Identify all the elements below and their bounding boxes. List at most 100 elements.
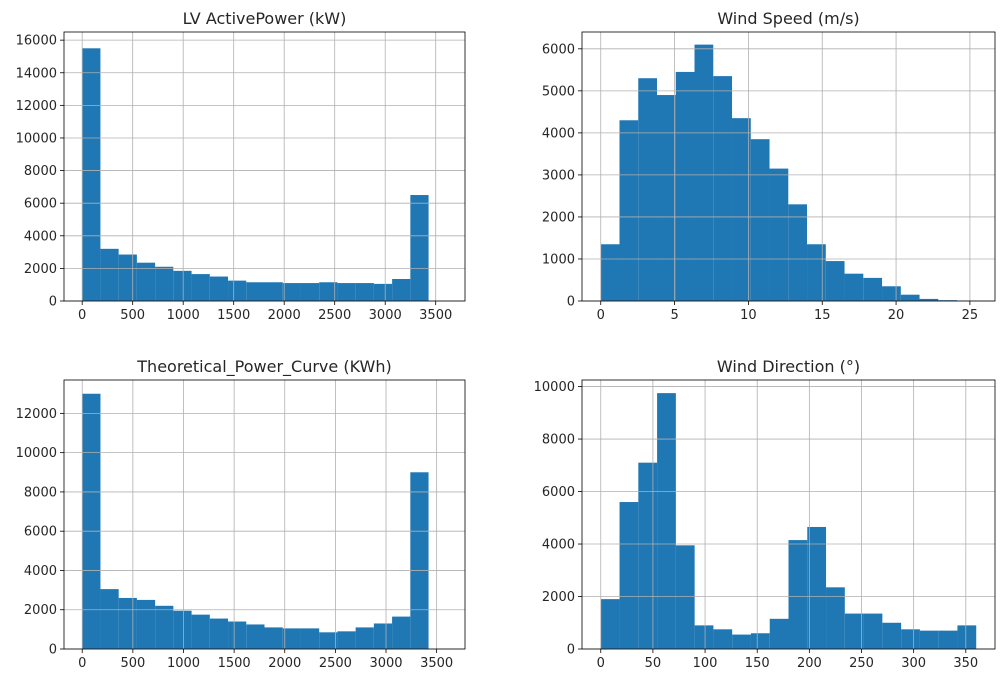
histogram-bar (209, 618, 229, 649)
histogram-bar (300, 283, 320, 301)
histogram-bar (155, 605, 174, 649)
histogram-bar (769, 618, 789, 649)
histogram-bar (600, 244, 620, 301)
histogram-bar (600, 599, 620, 649)
x-tick-label: 25 (962, 308, 979, 323)
x-tick-label: 20 (888, 308, 905, 323)
axes-frame (581, 31, 996, 302)
histogram-bar (264, 627, 283, 649)
axes-frame (581, 379, 996, 650)
histogram-bar (136, 262, 156, 301)
histogram-bar (657, 95, 676, 301)
histogram-bar (155, 266, 174, 301)
y-tick-label: 1000 (542, 252, 575, 267)
y-tick-label: 4000 (24, 229, 57, 244)
histogram-bar (282, 628, 301, 649)
x-tick-label: 5 (670, 308, 678, 323)
y-tick-label: 6000 (24, 525, 57, 540)
y-tick-label: 8000 (542, 433, 575, 448)
y-tick-label: 4000 (542, 126, 575, 141)
histogram-bar (228, 280, 247, 301)
x-tick-label: 200 (797, 656, 822, 671)
y-tick-label: 6000 (24, 197, 57, 212)
histogram-bar (826, 587, 845, 649)
subplot-3: 0 500 1000 1500 2000 2500 3000 3500 0 2000 4000 600… (16, 357, 466, 671)
histogram-bar (246, 624, 265, 649)
y-tick-label: 0 (567, 643, 575, 658)
histogram-bar (82, 393, 101, 649)
histogram-bar (694, 625, 714, 649)
x-tick-label: 0 (78, 656, 86, 671)
histogram-bar (900, 294, 920, 301)
histogram-bar (750, 633, 770, 649)
histogram-bar (373, 283, 393, 301)
y-tick-label: 6000 (542, 42, 575, 57)
y-tick-label: 14000 (16, 66, 57, 81)
histogram-bar (264, 282, 283, 301)
y-tick-label: 8000 (24, 164, 57, 179)
histogram-bar (732, 634, 751, 649)
y-tick-label: 5000 (542, 84, 575, 99)
x-tick-label: 0 (597, 308, 605, 323)
y-tick-label: 16000 (16, 34, 57, 49)
x-tick-label: 1000 (167, 308, 200, 323)
x-tick-label: 2500 (319, 656, 352, 671)
histogram-bar (410, 195, 429, 301)
x-tick-label: 15 (814, 308, 831, 323)
y-tick-label: 4000 (542, 538, 575, 553)
histogram-bar (191, 614, 210, 649)
x-tick-label: 250 (849, 656, 874, 671)
histogram-bar (957, 625, 977, 649)
histogram-bar (246, 282, 265, 301)
x-tick-label: 50 (645, 656, 662, 671)
axes-frame (63, 31, 466, 302)
y-tick-label: 10000 (16, 446, 57, 461)
x-tick-label: 1000 (167, 656, 200, 671)
histogram-bar (882, 286, 901, 301)
y-tick-label: 10000 (16, 131, 57, 146)
histogram-bar (392, 616, 411, 649)
x-tick-label: 2000 (268, 308, 301, 323)
histogram-bar (769, 168, 789, 301)
histogram-bar (863, 277, 883, 301)
histogram-bar (919, 298, 939, 301)
histogram-bar (750, 139, 770, 301)
y-tick-label: 8000 (24, 485, 57, 500)
subplot-title: Wind Direction (°) (717, 357, 860, 376)
histogram-bar (694, 44, 714, 301)
histogram-bar (825, 261, 845, 301)
x-tick-label: 2500 (318, 308, 351, 323)
histogram-bar (82, 48, 101, 301)
histogram-bar (807, 526, 827, 649)
histogram-bar (657, 393, 676, 649)
subplot-2: 0 5 10 15 20 25 0 1000 2000 3000 4000 5000 6000 Wind … (542, 9, 996, 323)
histogram-bar (209, 276, 229, 301)
histogram-bar (675, 545, 695, 649)
x-tick-label: 3500 (419, 308, 452, 323)
y-tick-label: 2000 (24, 603, 57, 618)
histogram-bar (136, 599, 156, 649)
subplot-4: 0 50 100 150 200 250 300 350 0 2000 4000 6000 8000 10… (534, 357, 996, 671)
histogram-bar (882, 622, 902, 649)
x-tick-label: 1500 (218, 656, 251, 671)
histogram-bar (619, 120, 639, 301)
y-tick-label: 2000 (24, 262, 57, 277)
histogram-bar (118, 597, 137, 649)
y-tick-label: 12000 (16, 99, 57, 114)
histogram-bar (732, 118, 751, 301)
histogram-bar (938, 630, 958, 649)
y-tick-label: 4000 (24, 564, 57, 579)
histogram-bar (807, 244, 826, 301)
histogram-bar (713, 629, 733, 649)
histogram-bar (788, 204, 808, 301)
histogram-bar (228, 621, 247, 649)
x-tick-label: 3000 (369, 656, 402, 671)
y-tick-label: 10000 (534, 380, 575, 395)
histogram-bar (863, 613, 883, 649)
x-tick-label: 350 (953, 656, 978, 671)
histogram-bar (392, 278, 411, 301)
histogram-bar (173, 610, 192, 649)
histogram-bar (319, 282, 338, 301)
histogram-bar (282, 283, 301, 301)
histogram-bar (355, 627, 374, 649)
